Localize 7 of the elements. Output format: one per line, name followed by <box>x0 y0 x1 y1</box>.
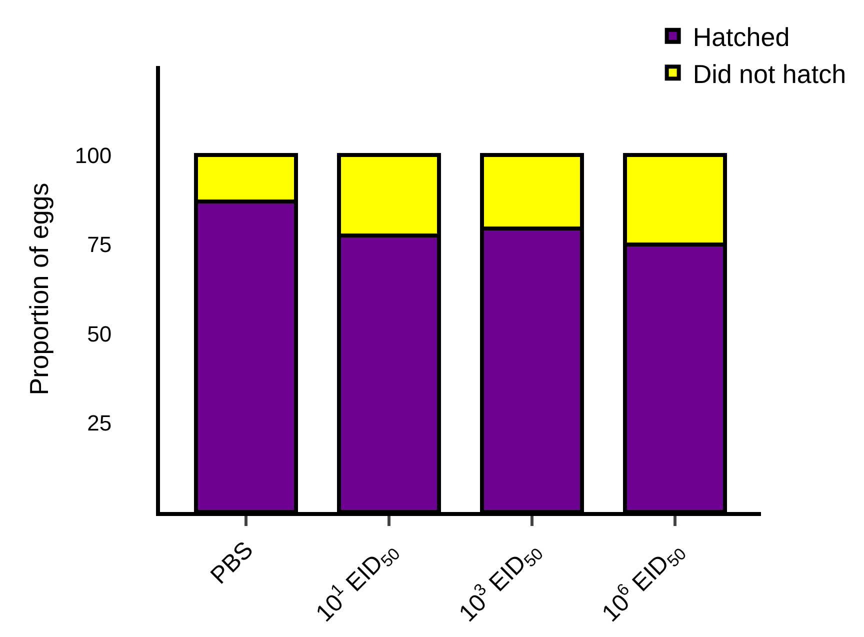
y-tick-label: 75 <box>87 232 112 258</box>
legend-label: Did not hatch <box>692 58 846 89</box>
y-tick-label: 25 <box>87 410 112 436</box>
legend-label: Hatched <box>692 22 790 52</box>
y-axis-title: Proportion of eggs <box>24 182 54 396</box>
y-tick-label: 50 <box>87 321 112 346</box>
y-tick-label: 100 <box>74 142 112 168</box>
